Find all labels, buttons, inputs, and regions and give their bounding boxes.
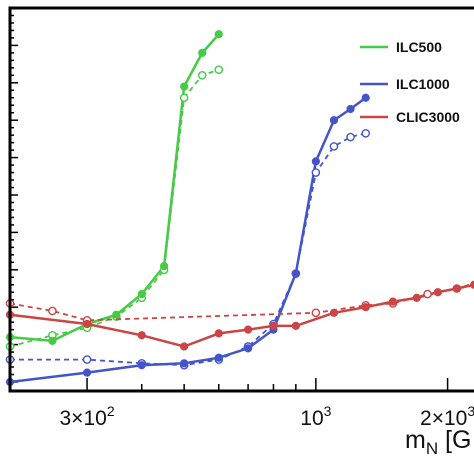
series-2-point-5: [243, 325, 253, 334]
series-0-open-point-6: [179, 93, 189, 103]
series-2-point-14: [470, 280, 474, 289]
series-0-point-8: [214, 30, 223, 39]
series-1-point-2: [137, 361, 146, 370]
series-2-point-6: [269, 321, 278, 330]
series-1-point-5: [243, 344, 253, 353]
series-1: [5, 93, 371, 387]
x-axis-label: mN [G: [405, 426, 471, 458]
series-1-open-point-10: [346, 132, 355, 142]
series-2-solid-line: [9, 283, 474, 348]
legend-item-0: ILC500: [360, 39, 442, 55]
series-2-point-1: [82, 319, 92, 329]
series-1-point-8: [311, 157, 320, 166]
series-1-point-10: [346, 104, 355, 114]
series-1-point-11: [361, 93, 370, 102]
legend-item-1: ILC1000: [360, 76, 450, 92]
axis-ticks: [9, 14, 449, 391]
chart-series: [5, 30, 474, 387]
x-tick-labels: 3×102 103 2×103: [60, 403, 474, 430]
series-2-open-point-6: [423, 289, 432, 299]
legend-label-2: CLIC3000: [396, 109, 460, 125]
series-0-point-5: [160, 261, 169, 271]
series-0-dashed-line: [9, 68, 220, 348]
legend-label-1: ILC1000: [396, 76, 450, 92]
series-0: [5, 30, 224, 351]
series-1-point-7: [291, 269, 300, 278]
legend: ILC500 ILC1000 CLIC3000: [360, 39, 460, 125]
series-1-point-9: [329, 116, 339, 125]
series-2-point-2: [137, 331, 146, 340]
series-0-solid-line: [9, 33, 220, 343]
series-2-open-point-3: [311, 308, 321, 318]
series-2-point-8: [329, 308, 339, 317]
x-tick-label-0: 3×102: [60, 403, 115, 430]
series-1-solid-line: [9, 96, 367, 384]
series-2-point-10: [388, 297, 398, 306]
series-2-point-11: [412, 293, 421, 302]
x-tick-label-2: 2×103: [420, 403, 474, 430]
series-0-point-7: [198, 48, 207, 57]
legend-label-0: ILC500: [396, 39, 442, 55]
series-1-open-point-11: [361, 128, 371, 138]
x-tick-label-1: 103: [300, 403, 331, 430]
series-0-open-point-8: [214, 65, 224, 75]
series-2: [5, 280, 474, 351]
series-1-open-point-8: [311, 168, 321, 177]
series-1-point-3: [180, 359, 189, 368]
series-2-point-4: [214, 329, 223, 338]
series-1-point-1: [82, 368, 92, 377]
series-2-point-9: [361, 303, 370, 312]
series-1-dashed-line: [10, 132, 366, 367]
legend-item-2: CLIC3000: [360, 109, 460, 125]
series-2-point-7: [291, 321, 300, 330]
series-0-point-6: [180, 82, 189, 91]
series-0-open-point-7: [197, 71, 207, 80]
plot-frame: [8, 6, 474, 393]
series-2-point-13: [452, 284, 461, 293]
series-1-point-4: [214, 353, 223, 362]
series-0-point-3: [112, 310, 121, 319]
series-2-open-point-1: [48, 306, 57, 316]
series-1-open-point-1: [82, 355, 92, 364]
series-2-point-12: [433, 288, 442, 297]
series-2-point-3: [180, 342, 189, 351]
series-1-open-point-9: [329, 142, 339, 151]
series-0-point-1: [48, 336, 57, 345]
series-0-point-4: [137, 290, 146, 299]
